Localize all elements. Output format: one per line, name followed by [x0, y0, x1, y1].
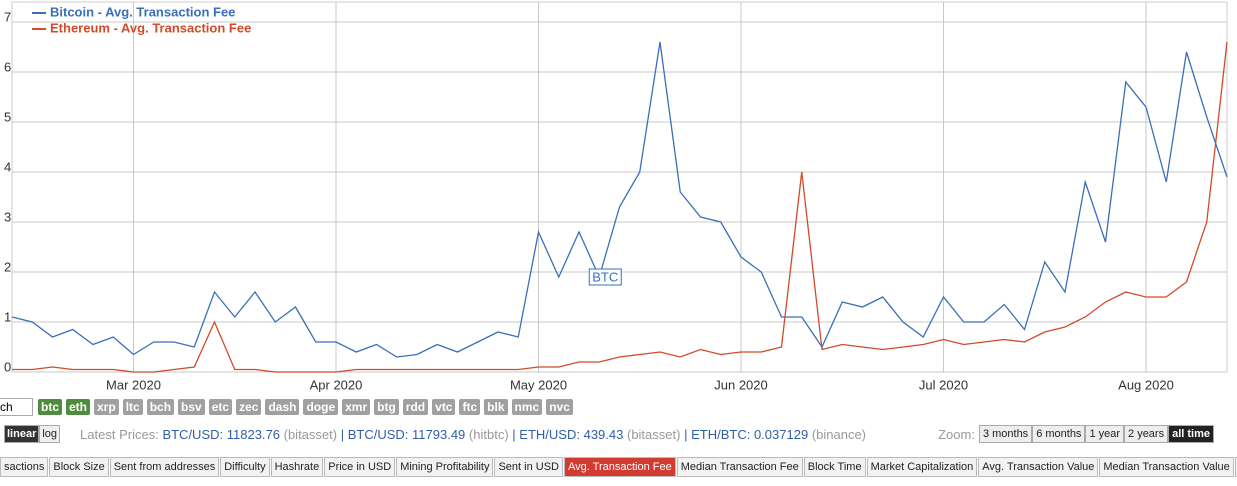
zoom-button[interactable]: 6 months [1032, 425, 1086, 443]
tab[interactable]: Block Size [49, 457, 109, 477]
y-tick-label: 2 [4, 259, 11, 274]
tab[interactable]: sactions [0, 457, 49, 477]
tab[interactable]: Avg. Transaction Value [978, 457, 1099, 477]
tab[interactable]: Hashrate [270, 457, 324, 477]
coin-tag[interactable]: etc [208, 399, 233, 415]
coin-tag[interactable]: btg [374, 399, 399, 415]
zoom-button[interactable]: 2 years [1124, 425, 1169, 443]
coin-tag[interactable]: xmr [342, 399, 371, 415]
plot-frame [11, 1, 1228, 373]
scale-button[interactable]: linear [4, 425, 40, 443]
x-tick-label: Mar 2020 [106, 377, 161, 392]
y-tick-label: 6 [4, 59, 11, 74]
coin-tag[interactable]: doge [303, 399, 339, 415]
zoom-button[interactable]: all time [1168, 425, 1214, 443]
coin-tag[interactable]: ftc [459, 399, 481, 415]
zoom: Zoom: 3 months 6 months 1 year 2 years all ti… [938, 425, 1214, 443]
coin-tag[interactable]: btc [38, 399, 62, 415]
coin-tag[interactable]: blk [484, 399, 508, 415]
price: 0.037129 [753, 426, 809, 442]
coin-tag[interactable]: bch [146, 399, 175, 415]
source: (bitasset) [626, 426, 681, 442]
tab[interactable]: Price in USD [324, 457, 396, 477]
price: 11823.76 [226, 426, 280, 442]
scale-button[interactable]: log [39, 425, 61, 443]
tab[interactable]: Median Transaction Fee [676, 457, 803, 477]
series-line [12, 41, 1228, 373]
source: (bitasset) [283, 426, 338, 442]
separator: | [340, 426, 345, 442]
controls-row: linear log Latest Prices: BTC/USD: 11823.7… [4, 424, 1214, 444]
annotation-box [588, 268, 622, 286]
source: (hitbtc) [468, 426, 509, 442]
legend-entry: Ethereum - Avg. Transaction Fee [50, 20, 251, 35]
price: 11793.49 [412, 426, 466, 442]
legend-entry: Bitcoin - Avg. Transaction Fee [50, 4, 235, 19]
pair: BTC/USD: [347, 426, 409, 442]
zoom-button[interactable]: 3 months [978, 425, 1033, 443]
x-tick-label: Jun 2020 [714, 377, 768, 392]
coin-bar: btcethxrpltcbchbsvetczecdashdogexmrbtgrd… [0, 398, 577, 416]
pair: ETH/USD: [519, 426, 580, 442]
coin-tag[interactable]: eth [66, 399, 90, 415]
zoom-button[interactable]: 1 year [1085, 425, 1125, 443]
tab[interactable]: Sent in USD [494, 457, 563, 477]
annotation: BTC [592, 269, 618, 284]
tab[interactable]: Block Time [803, 457, 866, 477]
y-tick-label: 1 [4, 309, 11, 324]
series-line [11, 41, 1228, 358]
separator: | [684, 426, 688, 442]
coin-tag[interactable]: dash [265, 399, 300, 415]
coin-tag[interactable]: bsv [178, 399, 205, 415]
tab[interactable]: Market Capitalization [866, 457, 978, 477]
coin-tag[interactable]: nvc [546, 399, 573, 415]
coin-tag[interactable]: rdd [402, 399, 429, 415]
tab[interactable]: Mining Profitability [396, 457, 494, 477]
separator: | [512, 426, 516, 442]
x-tick-label: May 2020 [510, 377, 567, 392]
price: 439.43 [583, 426, 624, 442]
y-tick-label: 0 [4, 359, 11, 374]
source: (binance) [811, 426, 867, 442]
pair: BTC/USD: [162, 426, 224, 442]
prices-label: Latest Prices: [80, 426, 159, 442]
chart: 0 1 2 3 4 5 6 7 Mar 2020 Apr 2020 May 2020 Jun 2020… [4, 1, 1228, 392]
coin-tag[interactable]: nmc [511, 399, 543, 415]
x-tick-label: Aug 2020 [1118, 377, 1174, 392]
tab[interactable]: Difficulty [220, 457, 270, 477]
latest-prices: Latest Prices: BTC/USD: 11823.76 (bitass… [80, 427, 866, 442]
tab[interactable]: Avg. Transaction Fee [564, 457, 676, 477]
coin-tag[interactable]: vtc [432, 399, 456, 415]
tab-bar: sactions Block Size Sent from addresses Dif… [0, 457, 1237, 477]
tab[interactable]: Sent from addresses [109, 457, 220, 477]
coin-tag[interactable]: zec [236, 399, 262, 415]
tab[interactable]: Median Transaction Value [1099, 457, 1234, 477]
x-tick-label: Apr 2020 [310, 377, 363, 392]
tab[interactable]: Tweets [1234, 457, 1237, 477]
y-tick-label: 4 [4, 159, 11, 174]
zoom-label: Zoom: [938, 426, 975, 442]
pair: ETH/BTC: [691, 426, 751, 442]
y-tick-label: 7 [4, 9, 11, 24]
coin-tag[interactable]: xrp [94, 399, 119, 415]
search-input[interactable] [0, 398, 33, 416]
coin-tag[interactable]: ltc [122, 399, 143, 415]
x-tick-label: Jul 2020 [919, 377, 968, 392]
y-tick-label: 3 [4, 209, 11, 224]
y-tick-label: 5 [4, 109, 11, 124]
